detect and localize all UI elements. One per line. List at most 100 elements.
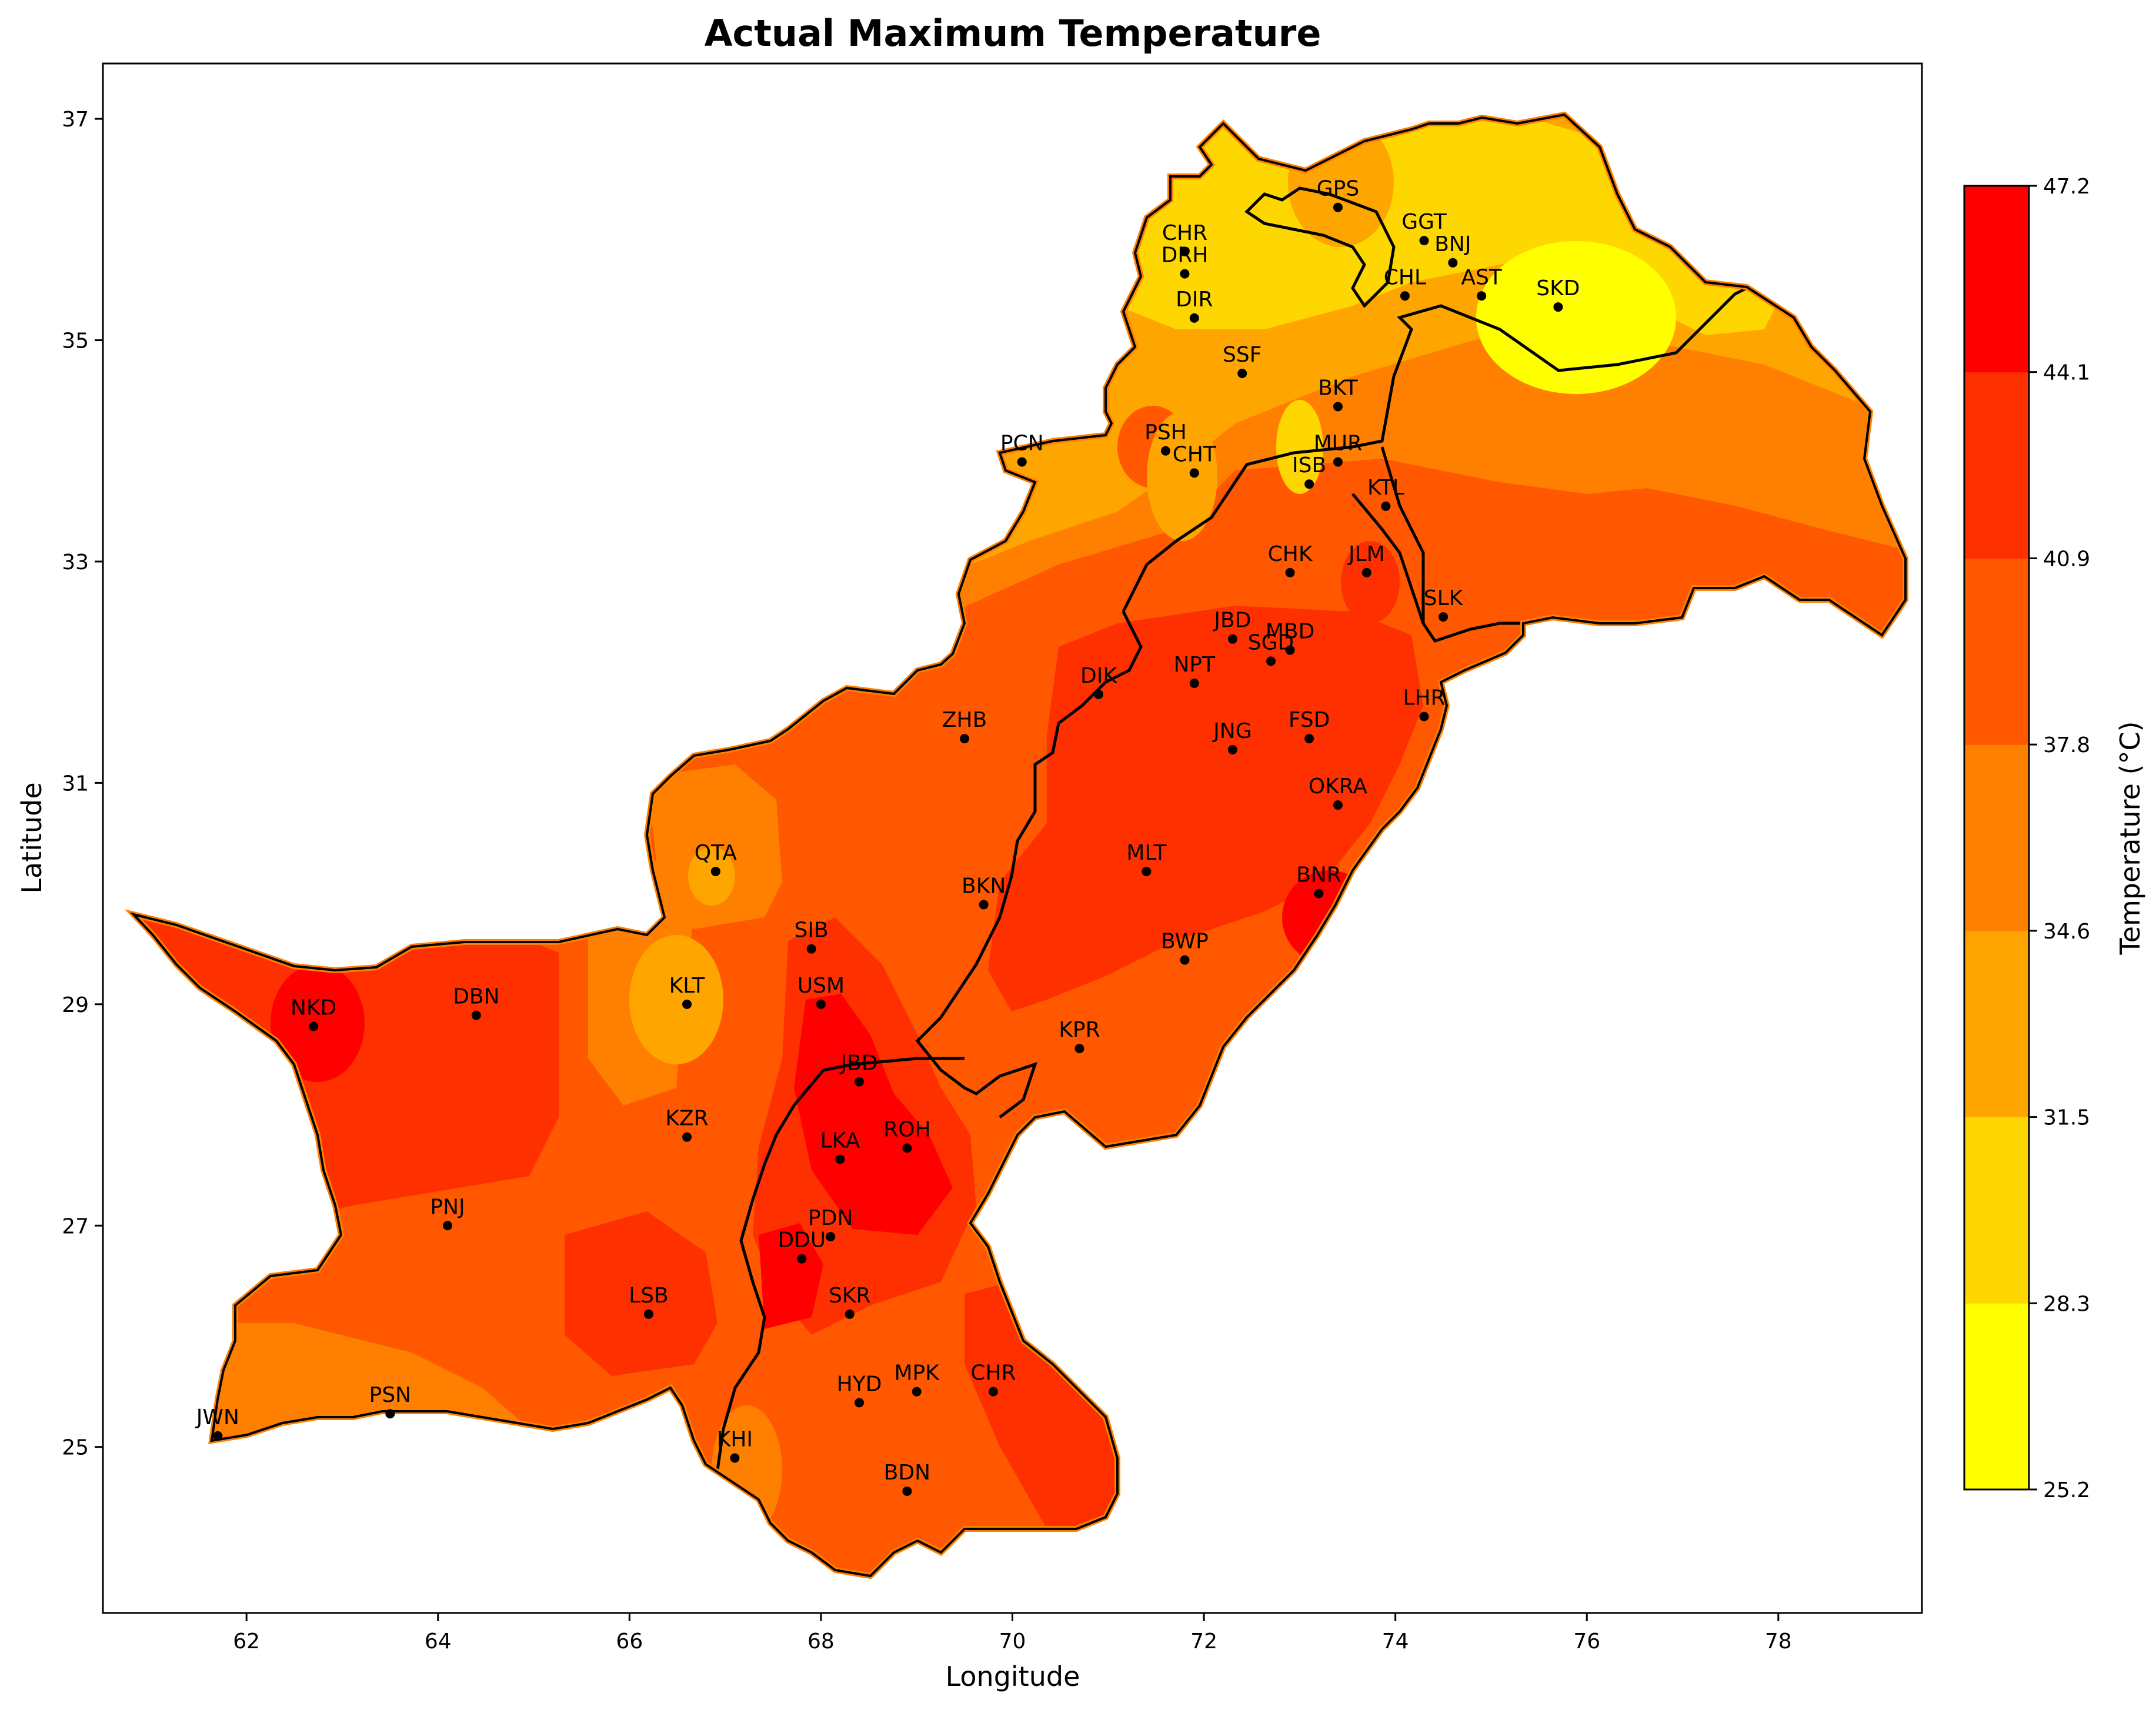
station-dot: [1419, 712, 1429, 722]
station-dot: [835, 1154, 845, 1164]
station-dot: [1180, 955, 1190, 965]
station-dot: [1189, 679, 1199, 688]
station-dot: [912, 1387, 922, 1397]
colorbar-tick-label: 44.1: [2043, 361, 2090, 385]
station-dot: [1361, 567, 1371, 577]
station-label: MLT: [1126, 841, 1167, 865]
station-dot: [1180, 269, 1190, 279]
colorbar-segment: [1964, 558, 2029, 745]
station-dot: [1477, 291, 1487, 301]
colorbar-segment: [1964, 744, 2029, 931]
province-boundaries: [716, 186, 1748, 1471]
station-dot: [443, 1221, 453, 1231]
station-label: BDN: [884, 1461, 930, 1485]
station-dot: [309, 1021, 319, 1031]
station-dot: [797, 1254, 807, 1264]
colorbar-segment: [1964, 186, 2029, 373]
station-label: DIK: [1080, 664, 1117, 688]
y-tick-label: 29: [62, 993, 89, 1017]
station-dot: [1227, 744, 1237, 754]
station-label: CHK: [1268, 542, 1313, 566]
station-label: PDN: [808, 1206, 853, 1230]
station-label: LHR: [1403, 686, 1445, 710]
station-label: AST: [1461, 265, 1502, 289]
station-label: BNR: [1296, 863, 1341, 887]
station-label: GPS: [1317, 177, 1359, 201]
station-label: SKR: [829, 1284, 870, 1308]
station-label: PCN: [1000, 432, 1044, 456]
station-dot: [1304, 479, 1314, 489]
station-dot: [1333, 402, 1343, 412]
colorbar-label: Temperature (°C): [2114, 721, 2146, 955]
station-dot: [960, 734, 970, 744]
x-axis-label: Longitude: [946, 1661, 1080, 1692]
station-label: FSD: [1289, 708, 1330, 732]
station-dot: [385, 1409, 395, 1419]
station-label: ZHB: [942, 708, 987, 732]
station-label: DDU: [777, 1228, 826, 1253]
station-label: SIB: [795, 919, 829, 943]
station-dot: [1094, 689, 1104, 699]
station-label: OKRA: [1309, 774, 1367, 799]
station-label: JLM: [1347, 542, 1385, 566]
station-dot: [213, 1431, 223, 1441]
chart-title: Actual Maximum Temperature: [705, 12, 1321, 55]
station-label: NKD: [291, 996, 336, 1020]
x-axis-ticks: 62 64 66 68 70 72 74 76 78: [233, 1613, 1792, 1654]
colorbar-segment: [1964, 1303, 2029, 1490]
station-dot: [1189, 313, 1199, 323]
colorbar-tick-label: 25.2: [2043, 1478, 2090, 1502]
station-dot: [1160, 446, 1170, 456]
station-dot: [682, 999, 692, 1009]
station-label: JNG: [1212, 719, 1251, 743]
y-tick-label: 25: [62, 1436, 89, 1460]
station-dot: [1074, 1044, 1084, 1054]
x-tick-label: 68: [807, 1629, 835, 1654]
station-dot: [1448, 258, 1458, 268]
station-dot: [1285, 567, 1295, 577]
station-label: DRH: [1162, 243, 1209, 268]
x-tick-label: 70: [999, 1629, 1026, 1654]
y-axis-label: Latitude: [16, 782, 48, 893]
colorbar-frame: [1963, 185, 2030, 1491]
station-dot: [855, 1398, 865, 1408]
station-dot: [1227, 634, 1237, 644]
station-dot: [1142, 866, 1152, 876]
station-label: MBD: [1266, 620, 1314, 644]
station-label: KTL: [1367, 476, 1404, 500]
station-dot: [1237, 369, 1247, 378]
station-dot: [816, 999, 826, 1009]
station-dot: [1180, 246, 1190, 256]
colorbar-tick-label: 34.6: [2043, 920, 2090, 944]
station-dot: [1333, 202, 1343, 212]
station-label: PNJ: [430, 1195, 465, 1219]
station-label: BKT: [1318, 376, 1359, 400]
station-label: SGD: [1248, 630, 1294, 654]
station-dot: [1419, 236, 1429, 246]
station-dot: [845, 1309, 855, 1319]
x-tick-label: 62: [233, 1629, 260, 1654]
station-label: KPR: [1059, 1018, 1100, 1042]
colorbar-tick-label: 47.2: [2043, 175, 2090, 199]
station-dot: [1189, 468, 1199, 478]
station-label: KZR: [665, 1107, 708, 1131]
station-dot: [710, 866, 720, 876]
station-dot: [806, 944, 816, 954]
station-dot: [682, 1132, 692, 1142]
station-dot: [730, 1453, 740, 1463]
station-dot: [1266, 656, 1276, 666]
station-label: CHL: [1384, 265, 1426, 289]
colorbar-segment: [1964, 1117, 2029, 1304]
station-label: QTA: [695, 841, 737, 865]
station-label: MUR: [1314, 432, 1362, 456]
station-dot: [1400, 291, 1410, 301]
country-outline-inner: [129, 113, 1907, 1578]
y-tick-label: 27: [62, 1214, 89, 1238]
station-label: CHR: [1162, 221, 1207, 245]
x-tick-label: 78: [1765, 1629, 1792, 1654]
station-dot: [1285, 645, 1295, 655]
colorbar: 25.2 28.3 31.5 34.6 37.8 40.9 44.1 47.2: [1963, 175, 2090, 1502]
